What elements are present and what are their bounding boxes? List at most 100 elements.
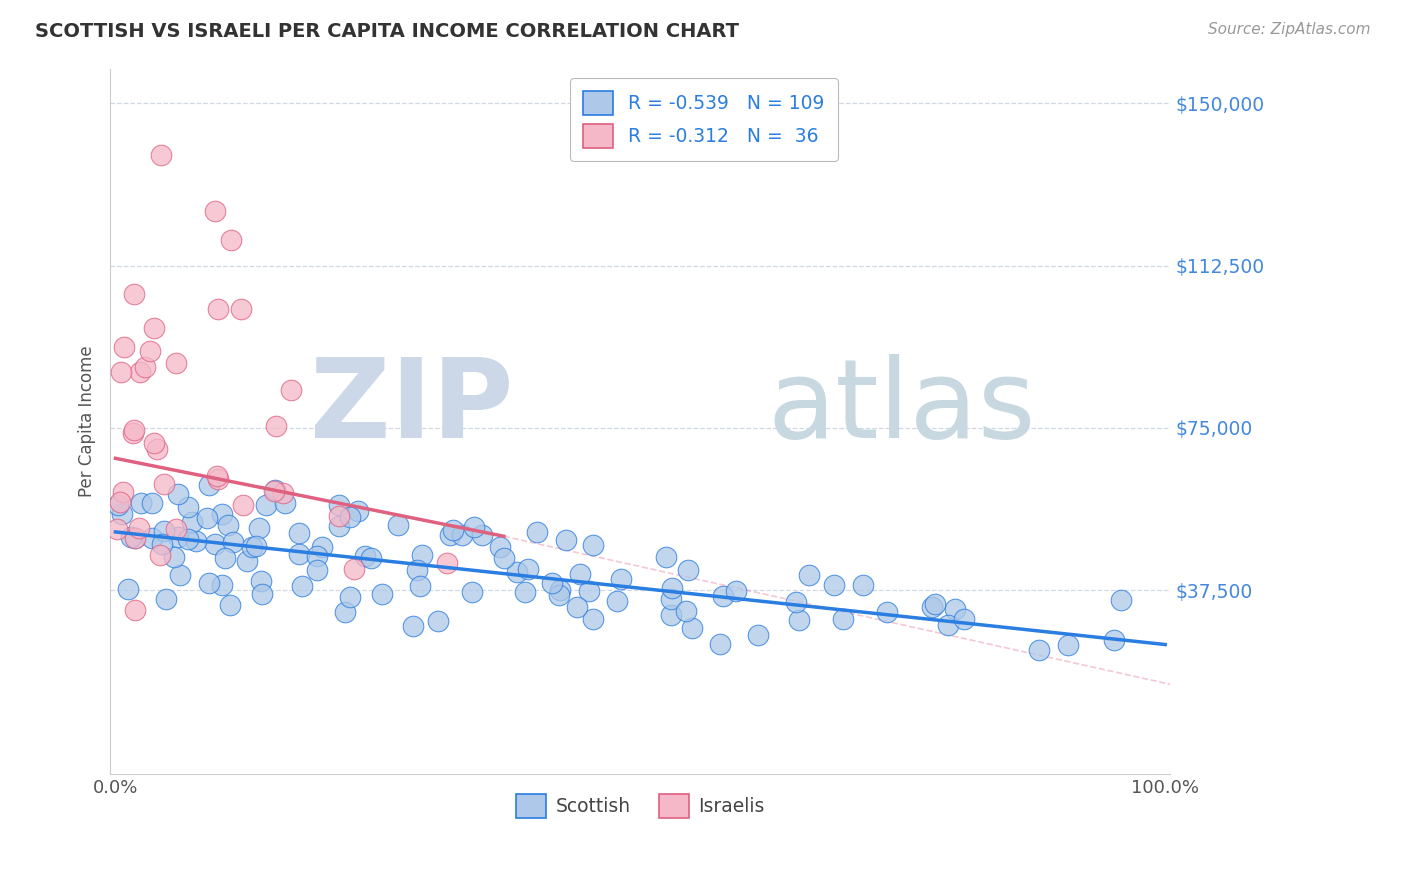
Point	[832, 612, 855, 626]
Point	[112, 485, 135, 500]
Point	[785, 595, 807, 609]
Point	[264, 483, 287, 497]
Point	[117, 582, 139, 597]
Point	[492, 551, 515, 566]
Point	[451, 528, 474, 542]
Point	[360, 551, 382, 566]
Point	[197, 511, 219, 525]
Point	[254, 499, 277, 513]
Point	[124, 603, 146, 617]
Point	[129, 365, 152, 379]
Point	[675, 604, 697, 618]
Point	[150, 537, 173, 551]
Point	[169, 567, 191, 582]
Point	[343, 562, 366, 576]
Point	[540, 576, 562, 591]
Point	[659, 608, 682, 623]
Point	[186, 534, 208, 549]
Point	[250, 587, 273, 601]
Point	[141, 496, 163, 510]
Point	[232, 499, 254, 513]
Point	[713, 589, 735, 603]
Point	[876, 605, 898, 619]
Point	[328, 509, 350, 524]
Point	[153, 476, 176, 491]
Point	[177, 500, 200, 514]
Point	[263, 484, 285, 499]
Point	[273, 495, 295, 509]
Point	[122, 425, 145, 440]
Point	[110, 365, 132, 379]
Point	[242, 540, 264, 554]
Point	[271, 486, 294, 500]
Point	[797, 568, 820, 582]
Point	[205, 469, 228, 483]
Point	[1111, 592, 1133, 607]
Point	[143, 435, 166, 450]
Point	[120, 530, 142, 544]
Point	[165, 522, 187, 536]
Point	[134, 359, 156, 374]
Point	[247, 521, 270, 535]
Point	[110, 495, 132, 509]
Point	[569, 567, 592, 582]
Point	[354, 549, 377, 564]
Point	[609, 572, 631, 586]
Point	[515, 585, 537, 599]
Point	[461, 584, 484, 599]
Point	[288, 547, 311, 561]
Point	[177, 532, 200, 546]
Point	[335, 605, 357, 619]
Point	[441, 523, 464, 537]
Point	[488, 540, 510, 554]
Point	[411, 548, 433, 562]
Point	[204, 537, 226, 551]
Point	[204, 204, 226, 219]
Point	[219, 233, 242, 247]
Text: Source: ZipAtlas.com: Source: ZipAtlas.com	[1208, 22, 1371, 37]
Point	[402, 618, 425, 632]
Point	[387, 517, 409, 532]
Point	[339, 510, 361, 524]
Point	[938, 618, 960, 632]
Point	[163, 549, 186, 564]
Text: SCOTTISH VS ISRAELI PER CAPITA INCOME CORRELATION CHART: SCOTTISH VS ISRAELI PER CAPITA INCOME CO…	[35, 22, 740, 41]
Point	[288, 525, 311, 540]
Point	[924, 597, 946, 611]
Point	[307, 563, 329, 577]
Y-axis label: Per Capita Income: Per Capita Income	[79, 346, 96, 498]
Point	[245, 539, 267, 553]
Point	[427, 614, 450, 628]
Point	[439, 528, 461, 542]
Point	[214, 550, 236, 565]
Point	[506, 565, 529, 579]
Point	[953, 612, 976, 626]
Point	[1057, 638, 1080, 652]
Point	[681, 621, 703, 635]
Point	[547, 588, 569, 602]
Point	[107, 522, 129, 536]
Point	[328, 519, 350, 533]
Point	[167, 486, 190, 500]
Point	[107, 498, 129, 512]
Point	[124, 531, 146, 545]
Point	[139, 343, 162, 358]
Point	[146, 442, 169, 457]
Point	[111, 507, 134, 521]
Point	[149, 548, 172, 562]
Point	[150, 148, 173, 162]
Point	[211, 507, 233, 521]
Point	[128, 521, 150, 535]
Legend: Scottish, Israelis: Scottish, Israelis	[509, 786, 772, 825]
Point	[436, 556, 458, 570]
Point	[661, 581, 683, 595]
Point	[747, 628, 769, 642]
Text: atlas: atlas	[768, 354, 1036, 461]
Text: ZIP: ZIP	[309, 354, 513, 461]
Point	[236, 554, 259, 568]
Point	[406, 563, 429, 577]
Point	[582, 612, 605, 626]
Point	[463, 520, 485, 534]
Point	[218, 598, 240, 612]
Point	[655, 549, 678, 564]
